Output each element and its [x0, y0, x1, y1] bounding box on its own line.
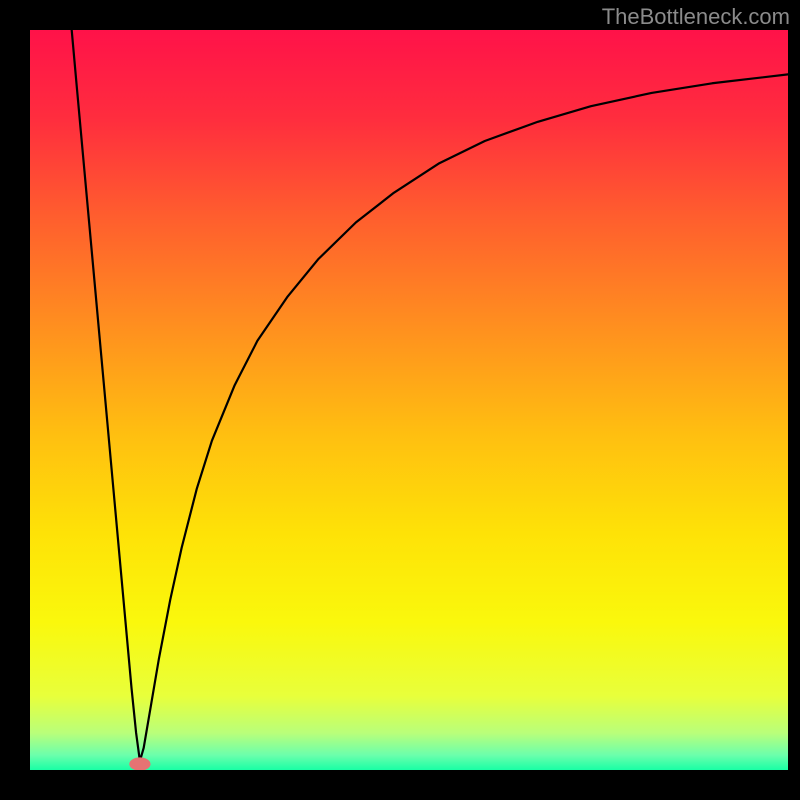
plot-area: [30, 30, 788, 770]
watermark-text: TheBottleneck.com: [602, 4, 790, 30]
chart-container: TheBottleneck.com: [0, 0, 800, 800]
plot-background: [30, 30, 788, 770]
plot-svg: [30, 30, 788, 770]
